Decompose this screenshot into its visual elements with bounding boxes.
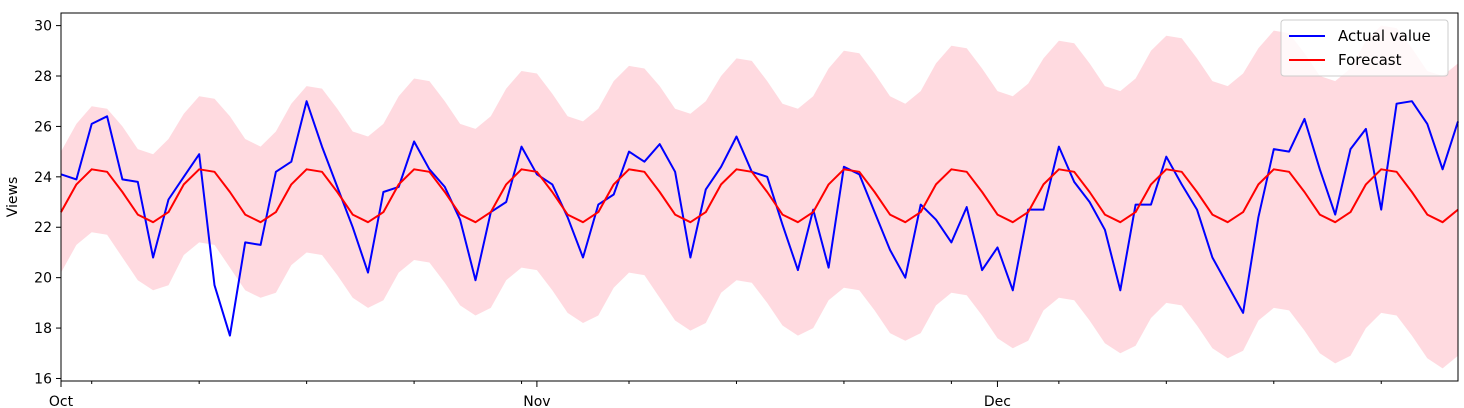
y-tick-label: 30 (34, 19, 52, 35)
x-tick-label: Dec (984, 394, 1011, 408)
y-axis-label: Views (5, 177, 21, 218)
legend-box (1280, 19, 1449, 77)
x-axis: Oct Nov Dec (49, 381, 1382, 408)
y-axis: 16 18 20 22 24 26 28 30 (34, 19, 61, 387)
x-tick-label: Oct (49, 394, 74, 408)
y-tick-label: 20 (34, 271, 52, 287)
y-tick-label: 26 (34, 119, 52, 135)
legend-label-forecast: Forecast (1338, 51, 1402, 69)
x-tick-label: Nov (523, 394, 550, 408)
forecast-line (60, 168, 1459, 224)
series-layer (60, 100, 1459, 337)
y-tick-label: 22 (34, 220, 52, 236)
actual-value-line (60, 100, 1459, 337)
plot-frame (60, 12, 1459, 382)
y-tick-label: 18 (34, 321, 52, 337)
prediction-interval-band (61, 25, 1458, 369)
y-tick-label: 28 (34, 69, 52, 85)
y-tick-label: 24 (34, 170, 52, 186)
y-tick-label: 16 (34, 371, 52, 387)
legend-label-actual: Actual value (1338, 27, 1431, 45)
prediction-interval-layer (61, 25, 1458, 369)
legend: Actual value Forecast (1280, 19, 1449, 77)
